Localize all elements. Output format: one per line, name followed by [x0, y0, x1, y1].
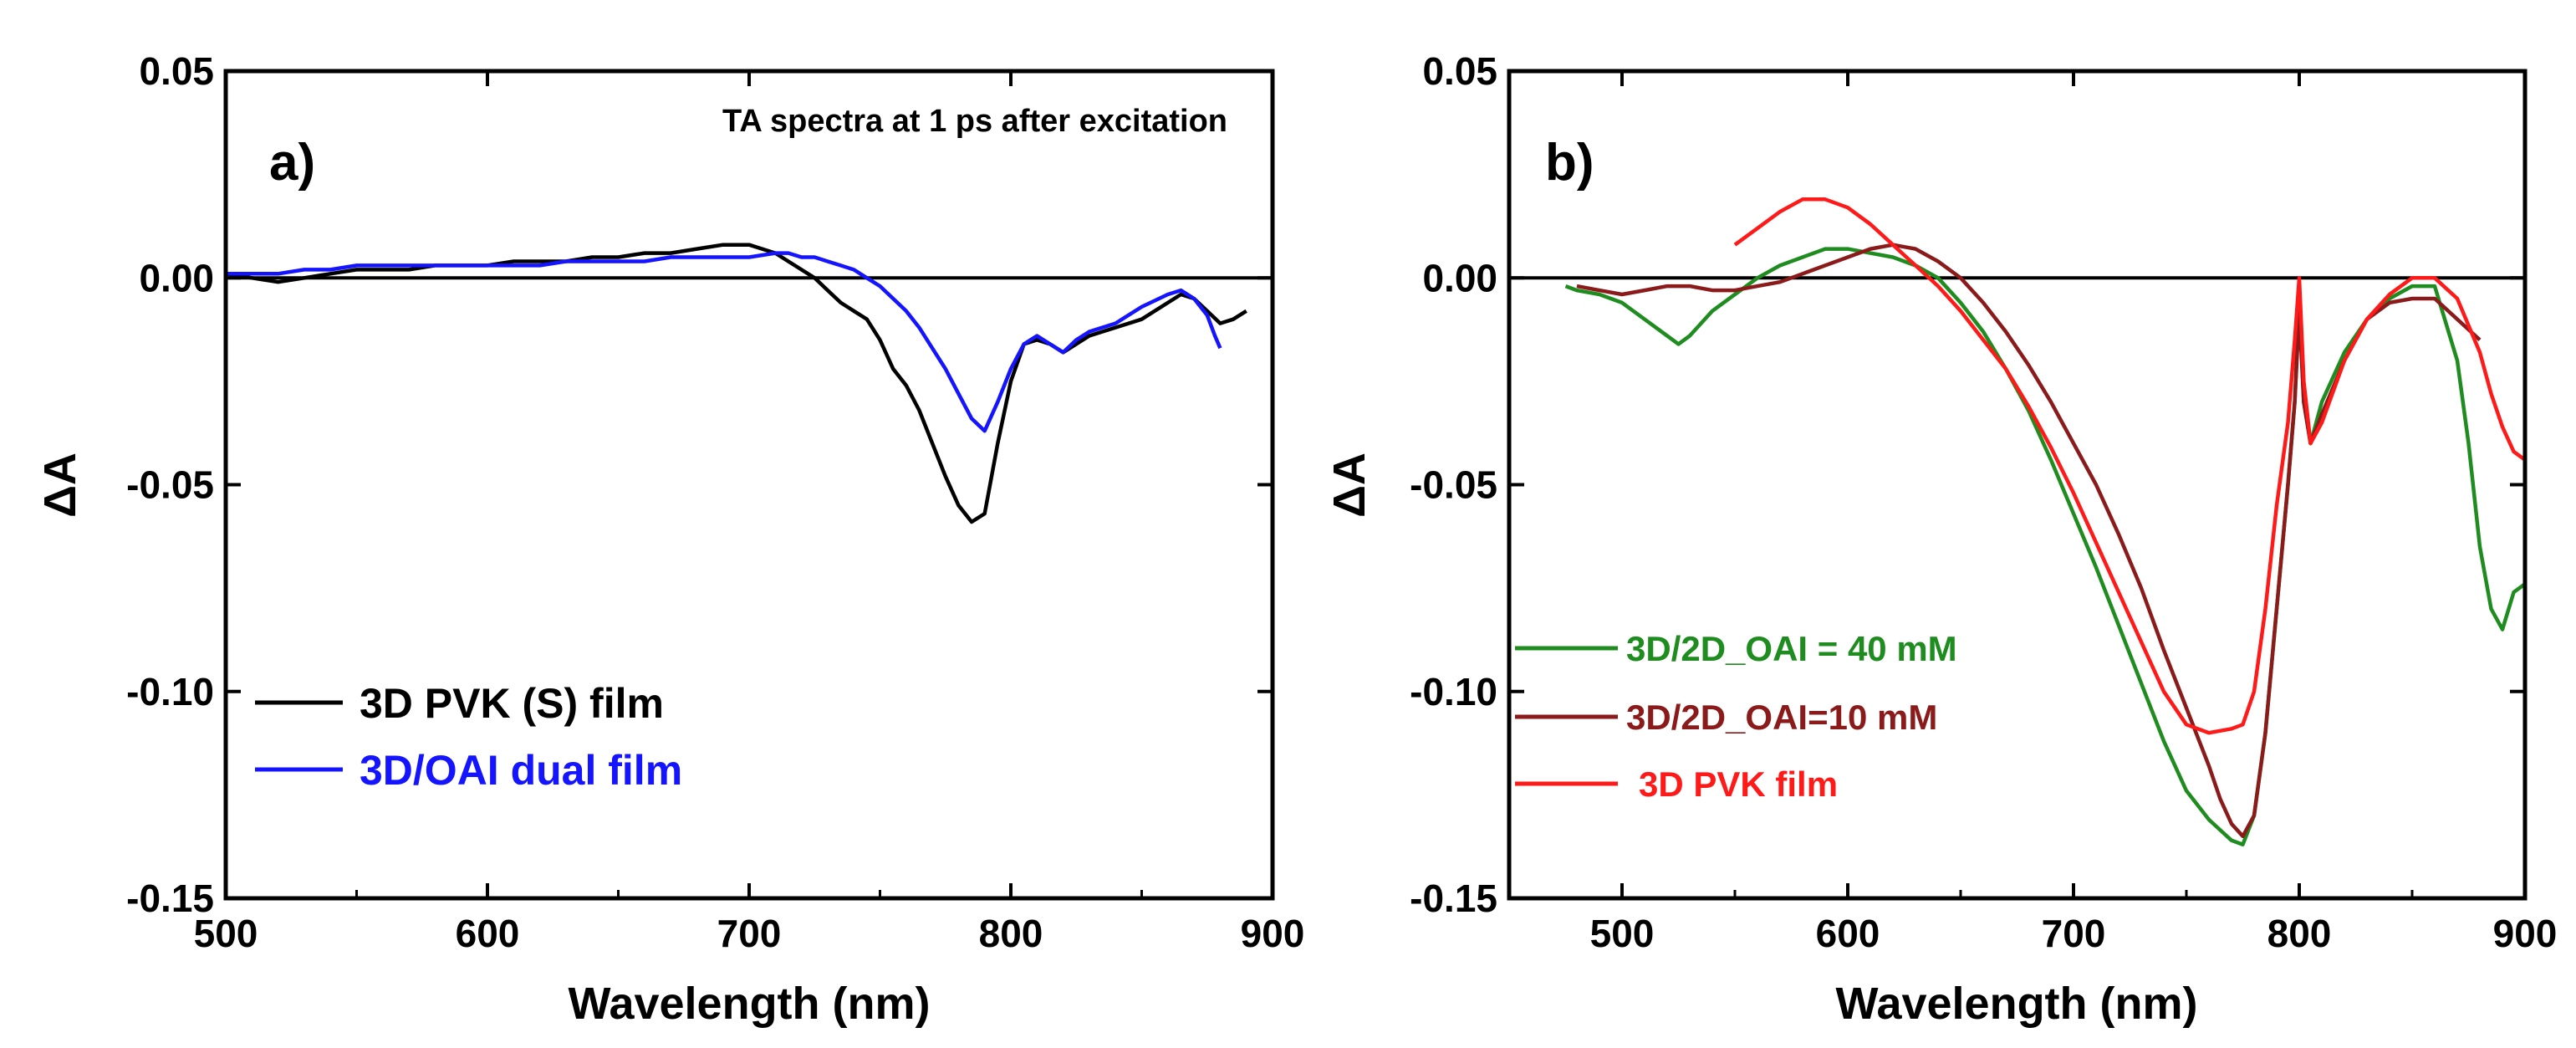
- panel-b-legend: 3D/2D_OAI = 40 mM 3D/2D_OAI=10 mM 3D PVK…: [1515, 629, 1957, 804]
- legend-label-3d-pvk: 3D PVK film: [1639, 764, 1838, 804]
- series-line-3d-2d-oai-10-mm: [1576, 243, 2482, 839]
- y-tick-label: 0.05: [139, 49, 214, 93]
- legend-label-10mm: 3D/2D_OAI=10 mM: [1626, 698, 1937, 737]
- y-tick-label: -0.10: [1410, 670, 1497, 713]
- x-tick-label: 600: [456, 912, 520, 955]
- y-tick-label: 0.00: [1422, 256, 1497, 299]
- y-tick-label: -0.05: [126, 463, 214, 507]
- x-tick-label: 700: [717, 912, 782, 955]
- x-tick-label: 800: [2267, 912, 2332, 955]
- panel-a-y-label: ΔA: [35, 452, 85, 518]
- panel-b-series-group: [1564, 197, 2527, 846]
- y-tick-label: -0.10: [126, 670, 214, 713]
- panel-a-annotation: TA spectra at 1 ps after excitation: [722, 104, 1227, 139]
- legend-label-3d-pvk-s: 3D PVK (S) film: [360, 680, 664, 727]
- y-tick-label: -0.15: [1410, 877, 1497, 920]
- x-tick-label: 500: [194, 912, 258, 955]
- x-tick-label: 600: [1816, 912, 1880, 955]
- panel-a-x-label: Wavelength (nm): [568, 979, 930, 1029]
- legend-label-3d-oai-dual: 3D/OAI dual film: [360, 747, 682, 794]
- y-tick-label: 0.05: [1422, 49, 1497, 93]
- panel-a-ticks: 500 600 700 800 900 0.05 0.00 -0.05 -0.10 -0.15: [126, 49, 1304, 955]
- panel-a-legend: 3D PVK (S) film 3D/OAI dual film: [255, 680, 682, 794]
- series-line-3d-oai-dual-film: [226, 251, 1222, 433]
- x-tick-label: 900: [1241, 912, 1305, 955]
- series-line-3d-pvk-s-film: [225, 243, 1247, 524]
- panel-b-y-label: ΔA: [1324, 452, 1375, 518]
- x-tick-label: 900: [2493, 912, 2558, 955]
- panel-a-series-group: [225, 243, 1247, 524]
- series-line-3d-2d-oai-40-mm: [1564, 247, 2527, 846]
- legend-label-40mm: 3D/2D_OAI = 40 mM: [1626, 629, 1957, 668]
- panel-b: 500 600 700 800 900 0.05 0.00 -0.05 -0.10 -0.15 b…: [1324, 49, 2557, 1029]
- panel-b-label: b): [1545, 134, 1594, 192]
- x-tick-label: 500: [1590, 912, 1655, 955]
- x-tick-label: 800: [979, 912, 1043, 955]
- y-tick-label: 0.00: [139, 256, 214, 299]
- panel-b-x-label: Wavelength (nm): [1835, 979, 2197, 1029]
- x-tick-label: 700: [2042, 912, 2106, 955]
- y-tick-label: -0.05: [1410, 463, 1497, 507]
- panel-b-ticks: 500 600 700 800 900 0.05 0.00 -0.05 -0.10 -0.15: [1410, 49, 2557, 955]
- panel-a: 500 600 700 800 900 0.05 0.00 -0.05 -0.10 -0.15 a…: [35, 49, 1304, 1029]
- y-tick-label: -0.15: [126, 877, 214, 920]
- series-line-3d-pvk-film: [1733, 197, 2527, 735]
- panel-a-label: a): [269, 134, 315, 192]
